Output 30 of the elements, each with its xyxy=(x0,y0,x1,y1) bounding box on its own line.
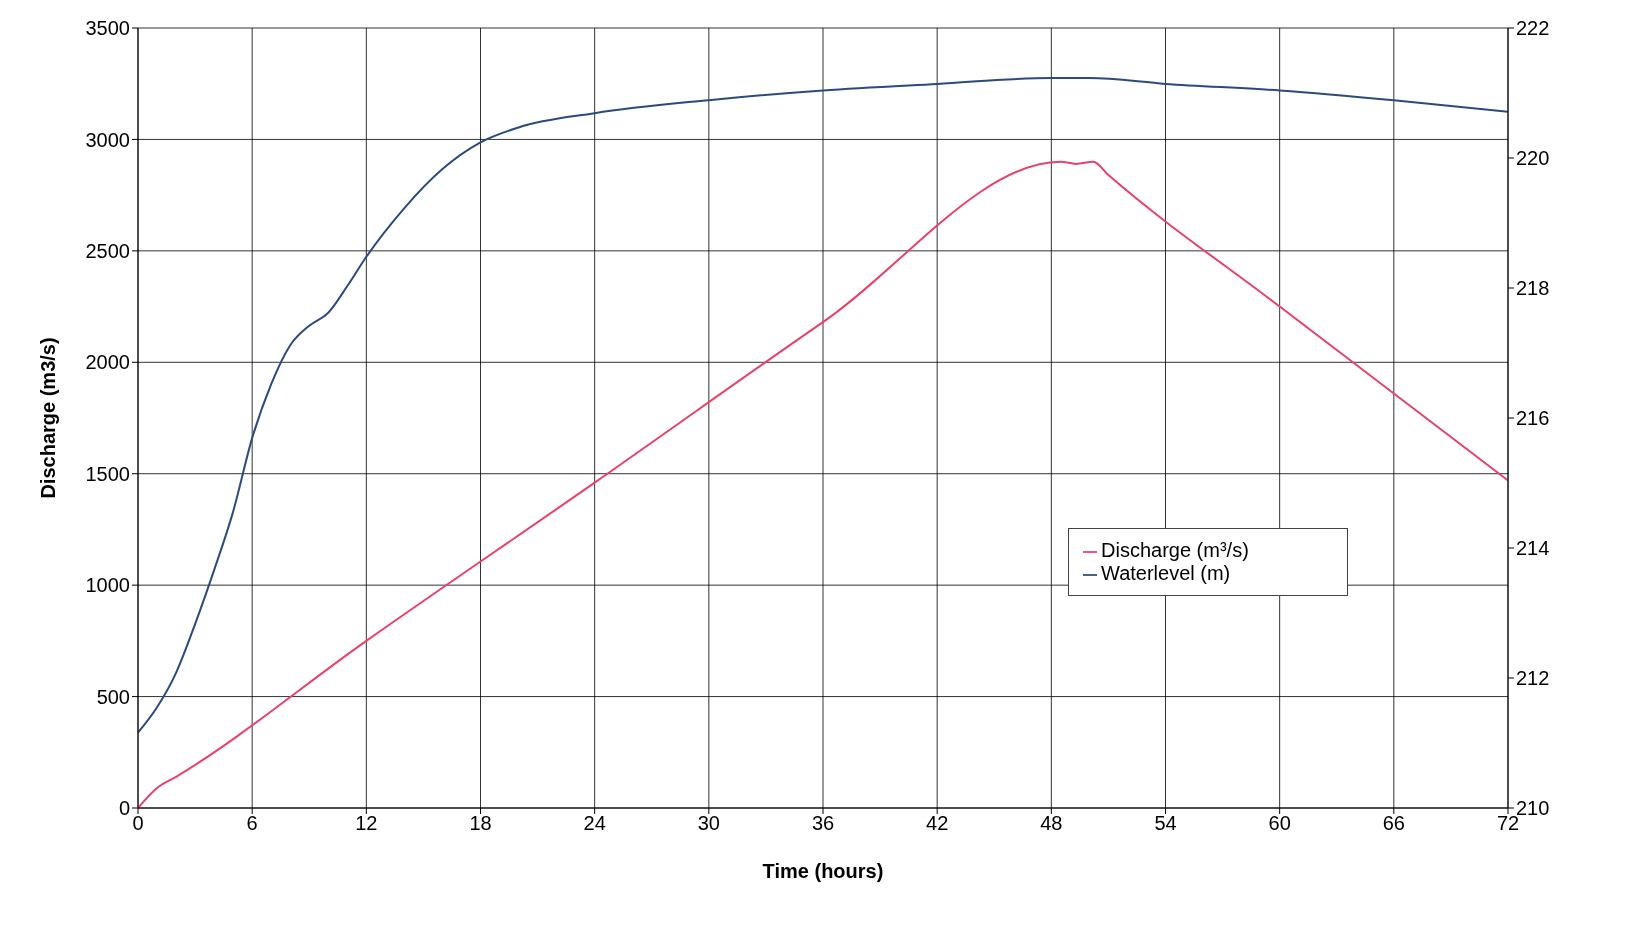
x-tick-label: 12 xyxy=(355,812,378,835)
y2-tick-label: 216 xyxy=(1516,407,1550,430)
y2-tick-label: 214 xyxy=(1516,537,1550,560)
y-axis-title: Discharge (m3/s) xyxy=(37,337,60,499)
y-tick-label: 1500 xyxy=(85,462,130,485)
x-tick-label: 30 xyxy=(697,812,720,835)
x-tick-label: 18 xyxy=(469,812,492,835)
x-tick-label: 36 xyxy=(811,812,835,835)
y-tick-label: 3000 xyxy=(85,128,130,151)
x-tick-label: 48 xyxy=(1040,812,1063,835)
x-tick-label: 0 xyxy=(132,812,144,835)
y-tick-label: 3500 xyxy=(85,17,130,40)
legend-label: Waterlevel (m) xyxy=(1101,562,1231,584)
y-tick-label: 2000 xyxy=(85,351,130,374)
y2-tick-label: 218 xyxy=(1516,277,1550,300)
x-tick-label: 24 xyxy=(583,812,606,835)
y2-tick-label: 212 xyxy=(1516,667,1550,690)
y-tick-label: 500 xyxy=(96,685,130,708)
y-tick-label: 0 xyxy=(118,797,130,820)
y2-tick-label: 220 xyxy=(1516,147,1550,170)
x-tick-label: 42 xyxy=(926,812,949,835)
x-tick-label: 66 xyxy=(1382,812,1405,835)
y-tick-label: 2500 xyxy=(85,239,130,262)
x-tick-label: 6 xyxy=(246,812,258,835)
x-tick-label: 60 xyxy=(1268,812,1291,835)
x-tick-label: 54 xyxy=(1154,812,1177,835)
y-tick-label: 1000 xyxy=(85,574,130,597)
legend-label: Discharge (m³/s) xyxy=(1101,539,1249,561)
x-axis-title: Time (hours) xyxy=(762,860,884,882)
y2-tick-label: 222 xyxy=(1516,17,1550,40)
